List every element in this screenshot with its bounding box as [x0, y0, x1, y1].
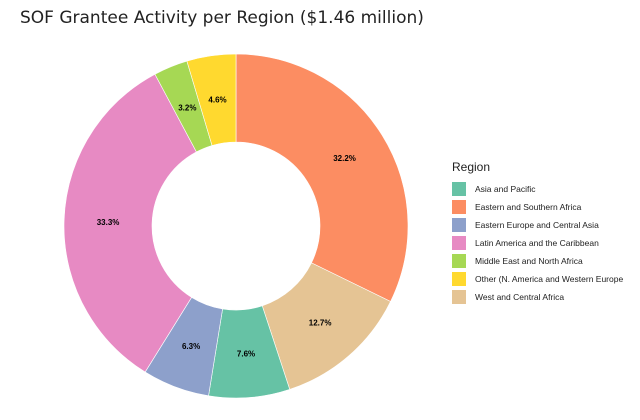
legend-item-eastern-and-southern-africa: Eastern and Southern Africa — [452, 198, 623, 216]
legend-item-west-and-central-africa: West and Central Africa — [452, 288, 623, 306]
slice-label-eastern-europe-and-central-asia: 6.3% — [182, 342, 200, 351]
legend-swatch — [452, 290, 466, 304]
chart-title: SOF Grantee Activity per Region ($1.46 m… — [20, 8, 424, 28]
slice-label-eastern-and-southern-africa: 32.2% — [333, 154, 356, 163]
legend-swatch — [452, 218, 466, 232]
legend-item-middle-east-and-north-africa: Middle East and North Africa — [452, 252, 623, 270]
legend: Region Asia and Pacific Eastern and South… — [452, 160, 623, 306]
legend-title: Region — [452, 160, 491, 174]
legend-label: Latin America and the Caribbean — [475, 238, 599, 248]
slice-eastern-and-southern-africa — [235, 53, 409, 302]
slice-label-latin-america-and-the-caribbean: 33.3% — [97, 218, 120, 227]
legend-label: West and Central Africa — [475, 292, 565, 302]
legend-item-eastern-europe-and-central-asia: Eastern Europe and Central Asia — [452, 216, 623, 234]
legend-item-other-n-america-and-western-europe: Other (N. America and Western Europe — [452, 270, 623, 288]
slice-label-west-and-central-africa: 12.7% — [309, 318, 332, 327]
slice-other-n-america-and-western-europe — [186, 53, 237, 146]
legend-swatch — [452, 182, 466, 196]
legend-label: Other (N. America and Western Europe — [475, 274, 624, 284]
legend-label: Eastern and Southern Africa — [475, 202, 582, 212]
slice-latin-america-and-the-caribbean — [63, 73, 197, 373]
slice-label-other-n-america-and-western-europe: 4.6% — [208, 95, 226, 104]
legend-label: Eastern Europe and Central Asia — [475, 220, 599, 230]
legend-swatch — [452, 254, 466, 268]
slice-label-middle-east-and-north-africa: 3.2% — [178, 104, 196, 113]
legend-swatch — [452, 236, 466, 250]
slice-label-asia-and-pacific: 7.6% — [237, 350, 255, 359]
legend-swatch — [452, 200, 466, 214]
legend-label: Asia and Pacific — [475, 184, 536, 194]
legend-swatch — [452, 272, 466, 286]
legend-item-asia-and-pacific: Asia and Pacific — [452, 180, 623, 198]
legend-label: Middle East and North Africa — [475, 256, 583, 266]
legend-items: Asia and Pacific Eastern and Southern Afr… — [452, 180, 623, 306]
legend-item-latin-america-and-the-caribbean: Latin America and the Caribbean — [452, 234, 623, 252]
